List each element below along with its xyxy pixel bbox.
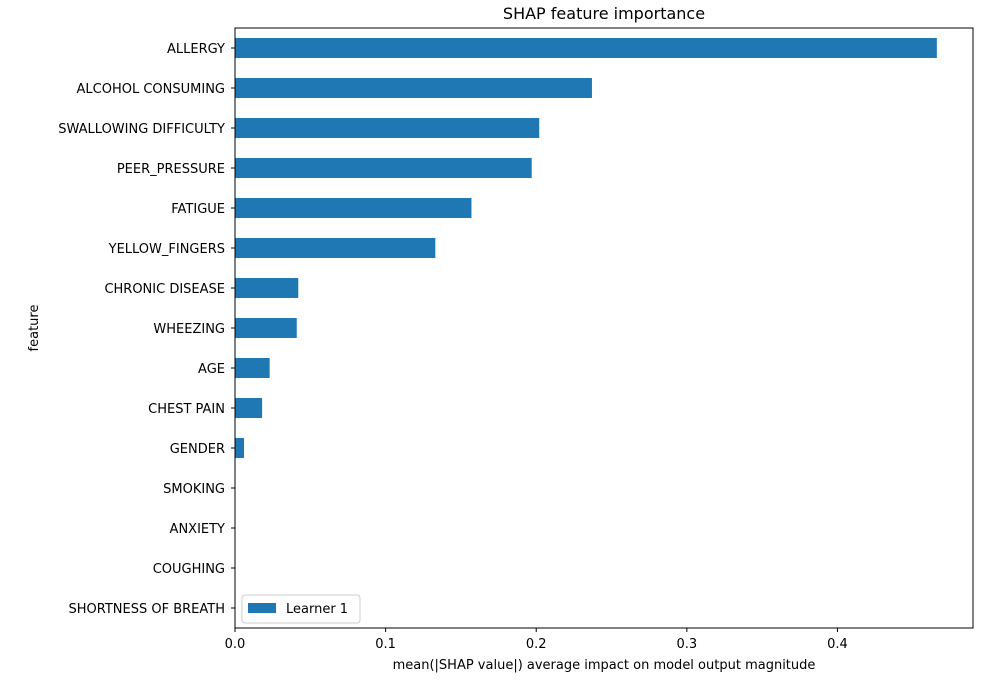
y-tick-label: ANXIETY	[170, 522, 226, 537]
y-tick-label: AGE	[198, 362, 225, 377]
y-tick-label: CHEST PAIN	[148, 402, 225, 417]
y-tick-label: FATIGUE	[171, 202, 225, 217]
x-axis-ticks: 0.0 0.1 0.2 0.3 0.4	[225, 628, 848, 652]
bar-wheezing	[235, 318, 297, 338]
y-tick-label: ALLERGY	[167, 42, 225, 57]
y-tick-label: SMOKING	[163, 482, 225, 497]
y-tick-label: COUGHING	[153, 562, 225, 577]
y-tick-label: GENDER	[170, 442, 225, 457]
bar-age	[235, 358, 270, 378]
bar-alcohol-consuming	[235, 78, 592, 98]
y-tick-label: CHRONIC DISEASE	[104, 282, 225, 297]
bar-gender	[235, 438, 245, 458]
y-tick-label: PEER_PRESSURE	[117, 162, 225, 177]
bar-allergy	[235, 38, 937, 58]
bars-group	[235, 38, 937, 458]
y-tick-label: SHORTNESS OF BREATH	[69, 602, 225, 617]
x-axis-label: mean(|SHAP value|) average impact on mod…	[393, 658, 816, 673]
x-tick-label: 0.3	[676, 637, 697, 652]
bar-peer-pressure	[235, 158, 532, 178]
chart-title: SHAP feature importance	[503, 4, 705, 23]
bar-swallowing-difficulty	[235, 118, 540, 138]
x-tick-label: 0.4	[827, 637, 848, 652]
bar-chronic-disease	[235, 278, 299, 298]
legend-swatch	[248, 603, 276, 613]
plot-frame	[234, 27, 974, 629]
bar-fatigue	[235, 198, 472, 218]
y-tick-label: WHEEZING	[153, 322, 225, 337]
y-tick-label: YELLOW_FINGERS	[108, 242, 225, 257]
legend-label: Learner 1	[286, 602, 348, 617]
x-tick-label: 0.1	[375, 637, 396, 652]
bar-yellow-fingers	[235, 238, 436, 258]
y-axis-ticks: ALLERGY ALCOHOL CONSUMING SWALLOWING DIFF…	[58, 42, 235, 617]
x-tick-label: 0.0	[225, 637, 246, 652]
x-tick-label: 0.2	[526, 637, 547, 652]
y-tick-label: SWALLOWING DIFFICULTY	[58, 122, 225, 137]
y-tick-label: ALCOHOL CONSUMING	[77, 82, 225, 97]
bar-chest-pain	[235, 398, 263, 418]
y-axis-label: feature	[27, 305, 42, 352]
legend-box	[241, 594, 361, 624]
legend: Learner 1	[241, 594, 361, 624]
